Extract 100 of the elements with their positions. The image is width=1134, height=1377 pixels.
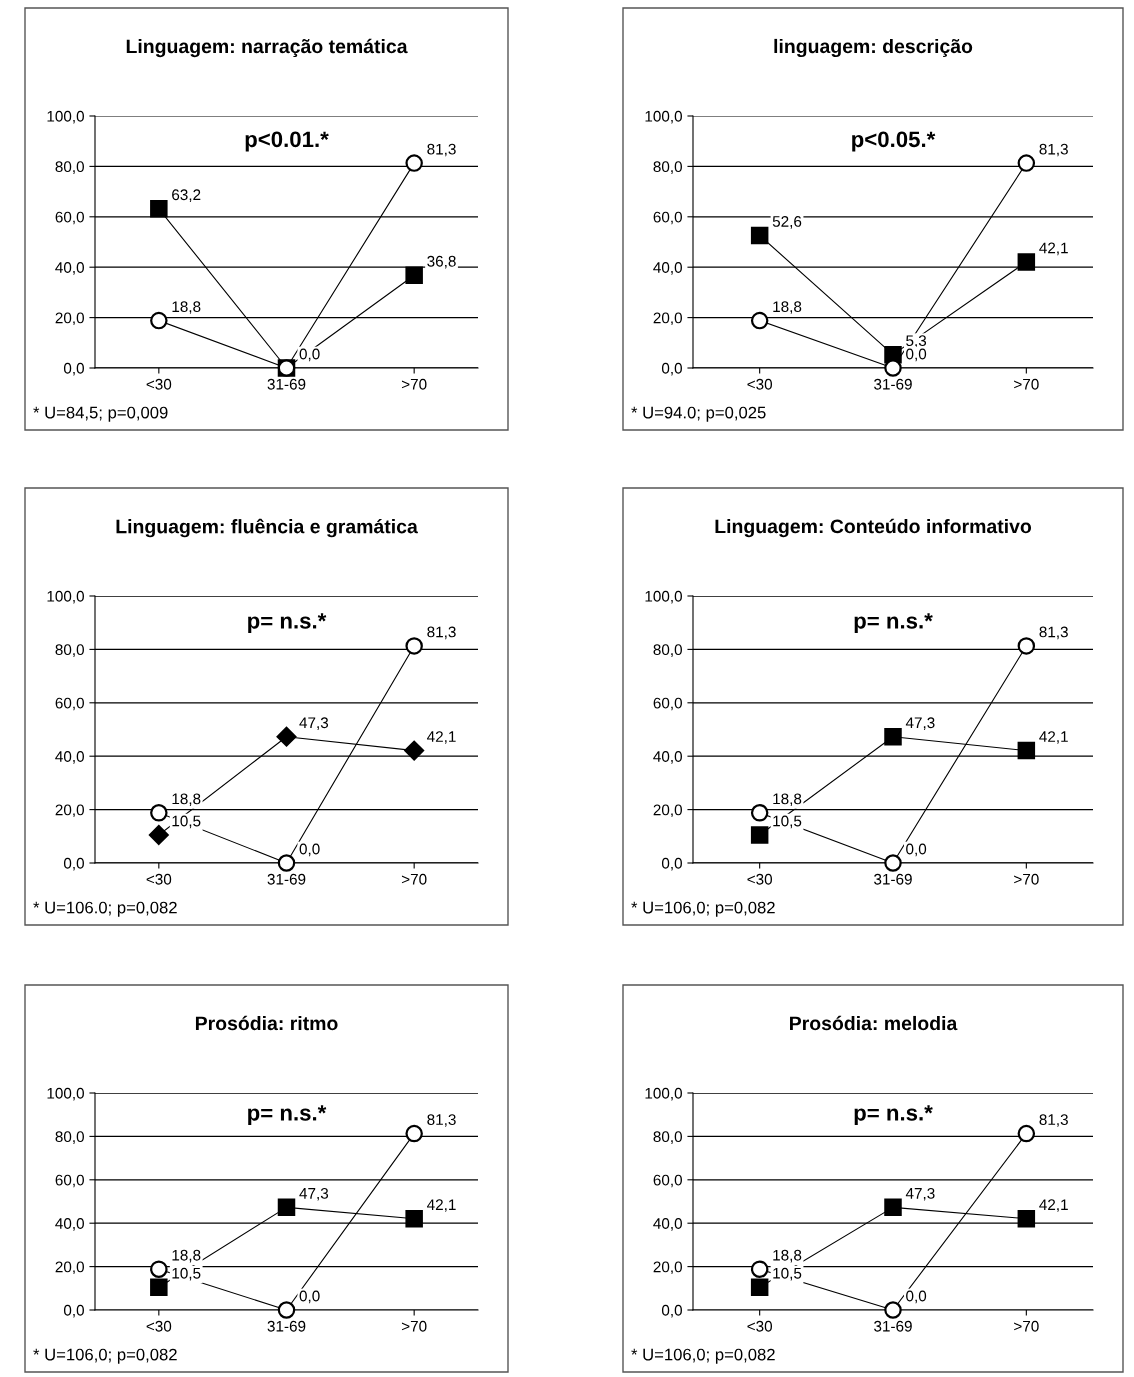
- data-label: 18,8: [172, 793, 201, 807]
- data-label: 0,0: [299, 1290, 320, 1304]
- y-tick-label: 60,0: [653, 697, 682, 711]
- y-tick-label: 80,0: [55, 644, 84, 657]
- y-tick-label: 80,0: [653, 161, 682, 174]
- data-label: 81,3: [427, 143, 456, 157]
- y-tick-label: 20,0: [55, 1261, 84, 1275]
- data-label: 18,8: [172, 301, 201, 314]
- text: * U=106.0; p=0,082: [33, 901, 177, 917]
- x-tick-label: 31-69: [267, 378, 306, 390]
- y-tick-label: 20,0: [55, 804, 84, 818]
- annotation: p= n.s.*: [248, 613, 327, 634]
- data-label: 47,3: [299, 717, 329, 730]
- y-tick-label: 40,0: [55, 751, 84, 764]
- x-tick-label: >70: [401, 1320, 427, 1332]
- data-label: 0,0: [906, 1290, 927, 1304]
- annotation: p<0.01.*: [245, 131, 329, 152]
- x-tick-label: 31-69: [267, 1320, 306, 1332]
- data-label: 18,8: [773, 793, 802, 807]
- y-tick-label: 80,0: [653, 1131, 682, 1144]
- y-tick-label: 100,0: [47, 1087, 84, 1101]
- data-label: 36,8: [427, 255, 456, 269]
- text: * U=84,5; p=0,009: [33, 406, 168, 422]
- y-tick-label: 100,0: [645, 110, 682, 124]
- y-tick-label: 100,0: [47, 110, 84, 124]
- annotation: p= n.s.*: [248, 1105, 327, 1126]
- x-tick-label: >70: [1014, 378, 1039, 390]
- data-label: 81,3: [1039, 1114, 1068, 1127]
- y-tick-label: 80,0: [55, 1131, 84, 1144]
- data-label: 47,3: [299, 1187, 329, 1201]
- text: * U=106,0; p=0,082: [631, 1348, 775, 1364]
- text: * U=106,0; p=0,082: [33, 1348, 177, 1364]
- y-tick-label: 60,0: [653, 1174, 682, 1188]
- data-label: 42,1: [1039, 731, 1068, 744]
- y-tick-label: 60,0: [55, 1174, 84, 1188]
- y-tick-label: 100,0: [47, 590, 84, 604]
- data-label: 18,8: [773, 1249, 802, 1263]
- annotation: p= n.s.*: [854, 613, 933, 634]
- y-tick-label: 40,0: [55, 262, 84, 275]
- data-label: 47,3: [905, 1187, 935, 1201]
- data-label: 18,8: [172, 1249, 201, 1263]
- y-tick-label: 20,0: [653, 312, 682, 326]
- data-label: 5,3: [906, 335, 927, 348]
- x-tick-label: >70: [401, 378, 427, 390]
- x-tick-label: <30: [747, 378, 773, 390]
- x-tick-label: >70: [401, 873, 427, 885]
- data-label: 42,1: [427, 731, 456, 744]
- x-tick-label: >70: [1014, 873, 1039, 885]
- y-tick-label: 40,0: [55, 1218, 84, 1231]
- data-label: 18,8: [773, 301, 802, 314]
- data-label: 63,2: [172, 189, 201, 202]
- annotation: p<0.05.*: [852, 131, 936, 152]
- x-tick-label: <30: [146, 873, 172, 885]
- text: * U=106,0; p=0,082: [631, 901, 775, 917]
- y-tick-label: 0,0: [63, 1304, 84, 1318]
- x-tick-label: 31-69: [267, 873, 306, 885]
- chart-title: Linguagem: narração temática: [126, 38, 408, 58]
- y-tick-label: 80,0: [653, 644, 682, 657]
- data-label: 0,0: [299, 348, 320, 362]
- chart-title: Linguagem: Conteúdo informativo: [715, 518, 1032, 538]
- data-label: 0,0: [299, 843, 320, 857]
- text: * U=94.0; p=0,025: [631, 406, 766, 422]
- data-label: 42,1: [1039, 1199, 1068, 1212]
- chart-title: Prosódia: ritmo: [195, 1015, 338, 1031]
- data-label: 81,3: [427, 1114, 456, 1127]
- data-label: 47,3: [905, 717, 935, 730]
- data-label: 0,0: [906, 348, 927, 362]
- y-tick-label: 60,0: [653, 211, 682, 225]
- y-tick-label: 100,0: [645, 590, 682, 604]
- data-label: 52,6: [772, 216, 802, 229]
- y-tick-label: 60,0: [55, 211, 84, 225]
- data-label: 81,3: [427, 626, 456, 640]
- y-tick-label: 0,0: [661, 362, 682, 376]
- data-label: 81,3: [1039, 143, 1068, 157]
- x-tick-label: <30: [146, 378, 172, 390]
- y-tick-label: 0,0: [661, 857, 682, 871]
- data-label: 81,3: [1039, 626, 1068, 640]
- x-tick-label: >70: [1014, 1320, 1039, 1332]
- chart-title: linguagem: descrição: [774, 38, 973, 58]
- chart-title: Linguagem: fluência e gramática: [116, 518, 418, 538]
- y-tick-label: 0,0: [63, 362, 84, 376]
- data-label: 10,5: [773, 815, 802, 829]
- data-label: 42,1: [427, 1199, 456, 1212]
- chart-title: Prosódia: melodia: [790, 1015, 958, 1031]
- data-label: 42,1: [1039, 242, 1068, 256]
- x-tick-label: <30: [747, 873, 773, 885]
- x-tick-label: 31-69: [874, 1320, 912, 1332]
- y-tick-label: 40,0: [653, 1218, 682, 1231]
- x-tick-label: 31-69: [874, 378, 912, 390]
- data-label: 10,5: [172, 815, 201, 829]
- y-tick-label: 0,0: [661, 1304, 682, 1318]
- y-tick-label: 60,0: [55, 697, 84, 711]
- annotation: p= n.s.*: [854, 1105, 933, 1126]
- y-tick-label: 20,0: [653, 804, 682, 818]
- x-tick-label: <30: [747, 1320, 773, 1332]
- data-label: 10,5: [773, 1267, 802, 1281]
- y-tick-label: 40,0: [653, 751, 682, 764]
- y-tick-label: 40,0: [653, 262, 682, 275]
- y-tick-label: 100,0: [645, 1087, 682, 1101]
- x-tick-label: 31-69: [874, 873, 912, 885]
